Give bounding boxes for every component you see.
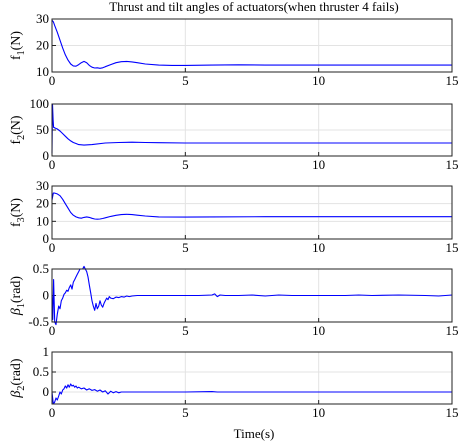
panel-2-ytick-label-1: 50 [36, 122, 49, 137]
panel-2-y-label-unit: (N) [9, 115, 24, 135]
panel-5-series-line-0 [51, 383, 452, 405]
panel-2-series-line-0 [51, 103, 452, 154]
panel-3-ytick-label-1: 10 [36, 213, 49, 228]
panel-3-axes-box [51, 185, 453, 240]
chart-title: Thrust and tilt angles of actuators(when… [109, 0, 399, 14]
panel-5-ytick-label-2: 1 [43, 344, 50, 359]
panel-2-ytick-label-2: 100 [30, 96, 50, 111]
panel-2-y-label-symbol: f [9, 140, 24, 145]
panel-5-axes-box [51, 351, 453, 405]
panel-4-series-line-0 [51, 265, 453, 326]
panel-2-y-axis-label: f2(N) [9, 115, 27, 144]
panel-5-ytick-label-1: 0.5 [33, 364, 49, 379]
panel-5-xtick-label-0: 0 [49, 405, 56, 420]
panel-1-y-axis-label: f1(N) [9, 31, 27, 60]
panel-3-xtick-label-0: 0 [49, 240, 56, 255]
panel-2-ytick-label-0: 0 [43, 148, 50, 163]
panel-1-xtick-label-0: 0 [49, 73, 56, 88]
panel-3-ytick-label-2: 20 [36, 196, 49, 211]
panel-5-xtick-label-1: 5 [182, 405, 189, 420]
panel-4-y-axis-label: β1(rad) [9, 276, 27, 317]
panel-3-xtick-label-3: 15 [446, 240, 459, 255]
panel-3-y-axis-label: f3(N) [9, 198, 27, 227]
x-axis-label: Time(s) [234, 426, 275, 441]
panel-3-xtick-label-2: 10 [312, 240, 325, 255]
panel-3-background [52, 186, 452, 239]
panel-4-y-label-symbol: β [9, 308, 24, 316]
panel-4-xtick-label-2: 10 [312, 323, 325, 338]
panel-4-xtick-label-1: 5 [182, 323, 189, 338]
panel-2-xtick-label-1: 5 [182, 157, 189, 172]
panel-5-y-label-symbol: β [9, 391, 24, 399]
panel-5-y-label-unit: (rad) [9, 358, 24, 386]
panel-4: 0 5 10 15-0.500.5β1(rad) [9, 261, 459, 338]
panel-4-axes-box [51, 268, 453, 323]
panel-1-y-label-symbol: f [9, 55, 24, 60]
panel-1-ytick-label-2: 30 [36, 11, 49, 26]
panel-5: 0 5 10 15 0 0.5 1 β2(rad) [9, 344, 459, 420]
panel-4-xtick-label-0: 0 [49, 323, 56, 338]
panel-2-y-label-subscript: 2 [16, 135, 27, 140]
panel-3-ytick-label-3: 30 [36, 178, 49, 193]
panel-2-xtick-label-3: 15 [446, 157, 459, 172]
panel-1-y-label-subscript: 1 [16, 50, 27, 55]
panel-3-xtick-label-1: 5 [182, 240, 189, 255]
panel-5-y-axis-label: β2(rad) [9, 358, 27, 399]
panel-2-xtick-label-0: 0 [49, 157, 56, 172]
panel-1: 0 5 10 15 10 20 30 f1(N) [9, 11, 459, 88]
panel-3-series-line-0 [51, 192, 452, 220]
panel-4-ytick-label-2: 0.5 [33, 261, 49, 276]
panel-5-y-label-subscript: 2 [16, 386, 27, 391]
panel-3-y-label-unit: (N) [9, 198, 24, 218]
panel-2-xtick-label-2: 10 [312, 157, 325, 172]
panel-4-ytick-label-0: -0.5 [28, 314, 49, 329]
panel-4-y-label-subscript: 1 [16, 303, 27, 308]
panel-1-xtick-label-2: 10 [312, 73, 325, 88]
panel-1-ytick-label-0: 10 [36, 64, 49, 79]
panel-5-xtick-label-2: 10 [312, 405, 325, 420]
panel-1-y-label-unit: (N) [9, 31, 24, 51]
panel-1-series-line-0 [51, 19, 452, 69]
panel-4-ytick-label-1: 0 [43, 288, 50, 303]
panel-1-axes-box [51, 18, 453, 73]
panel-2-axes-box [51, 103, 453, 157]
panel-5-xtick-label-3: 15 [446, 405, 459, 420]
panel-1-xtick-label-3: 15 [446, 73, 459, 88]
panel-1-ytick-label-1: 20 [36, 38, 49, 53]
panel-3-y-label-symbol: f [9, 222, 24, 227]
panel-3-y-label-subscript: 3 [16, 217, 27, 222]
panel-5-ytick-label-0: 0 [43, 384, 50, 399]
panel-5-background [52, 352, 452, 404]
panel-4-xtick-label-3: 15 [446, 323, 459, 338]
panel-1-xtick-label-1: 5 [182, 73, 189, 88]
panel-3-ytick-label-0: 0 [43, 231, 50, 246]
panel-4-y-label-unit: (rad) [9, 276, 24, 304]
